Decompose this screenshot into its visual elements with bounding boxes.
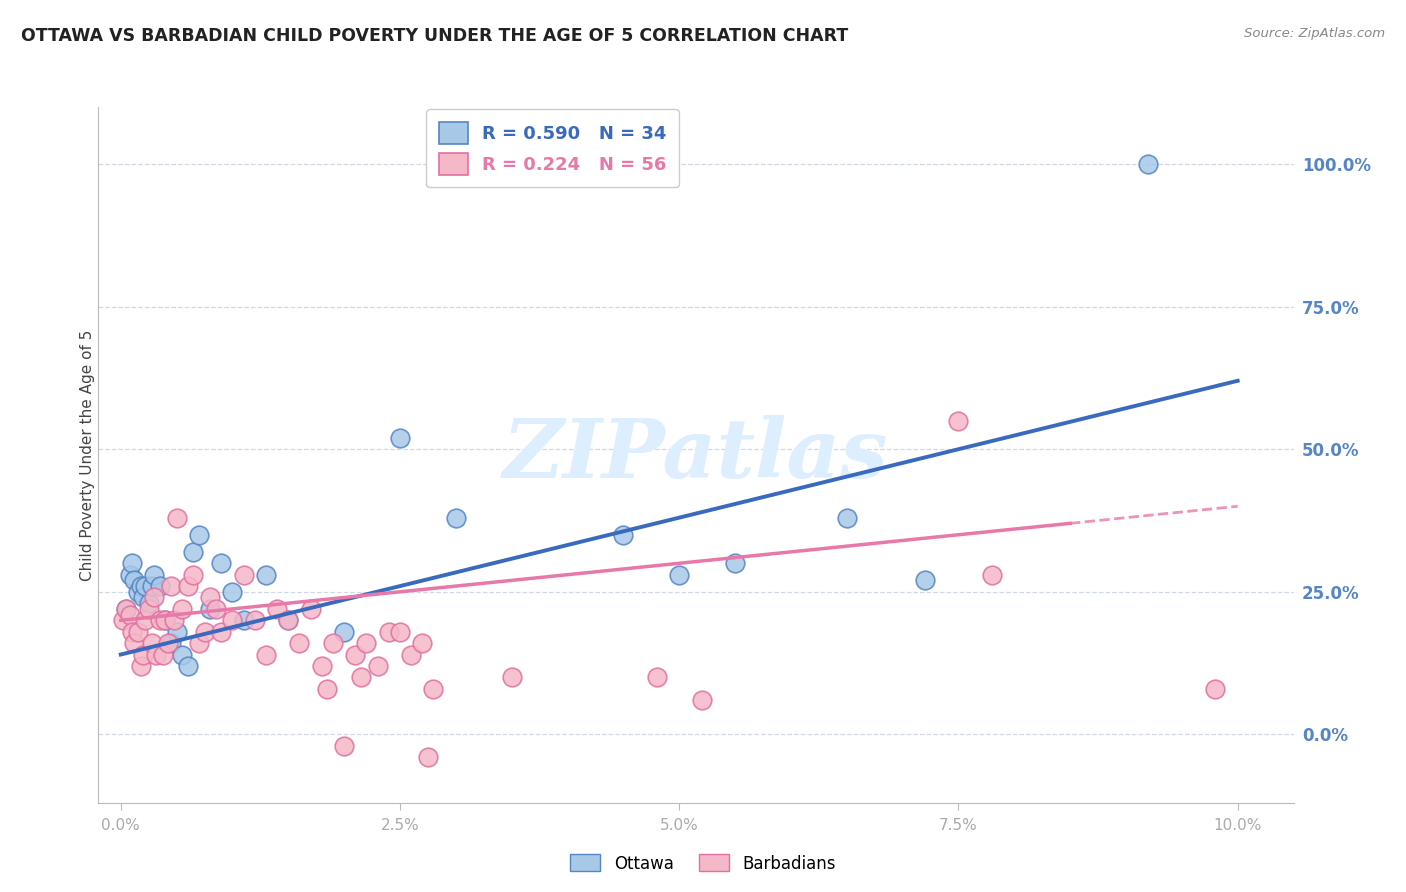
Point [221,584,243,599]
Point [160,579,183,593]
Point [118,607,141,622]
Point [254,648,277,662]
Point [141,636,163,650]
Point [111,613,134,627]
Point [204,602,226,616]
Point [129,659,152,673]
Point [411,636,433,650]
Point [316,681,339,696]
Point [388,431,411,445]
Text: ZIPatlas: ZIPatlas [503,415,889,495]
Point [288,636,311,650]
Point [835,510,858,524]
Point [981,567,1004,582]
Point [149,579,172,593]
Point [166,624,188,639]
Point [132,648,155,662]
Point [277,613,299,627]
Point [378,624,401,639]
Point [367,659,389,673]
Point [134,579,156,593]
Point [198,602,221,616]
Point [160,636,183,650]
Point [134,613,156,627]
Point [141,579,163,593]
Point [183,567,205,582]
Point [209,556,232,570]
Point [1204,681,1226,696]
Point [127,624,149,639]
Point [127,584,149,599]
Point [163,613,186,627]
Legend: R = 0.590   N = 34, R = 0.224   N = 56: R = 0.590 N = 34, R = 0.224 N = 56 [426,109,679,187]
Point [668,567,690,582]
Point [177,659,200,673]
Point [277,613,299,627]
Point [388,624,411,639]
Point [311,659,333,673]
Y-axis label: Child Poverty Under the Age of 5: Child Poverty Under the Age of 5 [80,329,94,581]
Point [149,613,172,627]
Point [333,739,356,753]
Point [145,648,167,662]
Point [172,648,194,662]
Point [115,602,138,616]
Point [612,528,634,542]
Point [232,613,254,627]
Point [948,414,970,428]
Point [152,648,174,662]
Point [209,624,232,639]
Point [322,636,344,650]
Point [724,556,747,570]
Point [138,602,160,616]
Point [333,624,356,639]
Legend: Ottawa, Barbadians: Ottawa, Barbadians [564,847,842,880]
Point [122,574,145,588]
Point [501,670,523,684]
Point [156,636,179,650]
Point [118,567,141,582]
Point [121,624,143,639]
Text: OTTAWA VS BARBADIAN CHILD POVERTY UNDER THE AGE OF 5 CORRELATION CHART: OTTAWA VS BARBADIAN CHILD POVERTY UNDER … [21,27,848,45]
Point [356,636,378,650]
Point [121,556,143,570]
Point [254,567,277,582]
Text: Source: ZipAtlas.com: Source: ZipAtlas.com [1244,27,1385,40]
Point [187,636,209,650]
Point [1137,157,1160,171]
Point [166,510,188,524]
Point [399,648,422,662]
Point [177,579,200,593]
Point [221,613,243,627]
Point [243,613,266,627]
Point [299,602,322,616]
Point [232,567,254,582]
Point [172,602,194,616]
Point [444,510,467,524]
Point [132,591,155,605]
Point [155,613,177,627]
Point [122,636,145,650]
Point [115,602,138,616]
Point [914,574,936,588]
Point [422,681,444,696]
Point [266,602,288,616]
Point [193,624,215,639]
Point [187,528,209,542]
Point [129,579,152,593]
Point [645,670,668,684]
Point [690,693,713,707]
Point [350,670,373,684]
Point [143,591,166,605]
Point [416,750,439,764]
Point [183,545,205,559]
Point [138,596,160,610]
Point [155,613,177,627]
Point [143,567,166,582]
Point [198,591,221,605]
Point [344,648,367,662]
